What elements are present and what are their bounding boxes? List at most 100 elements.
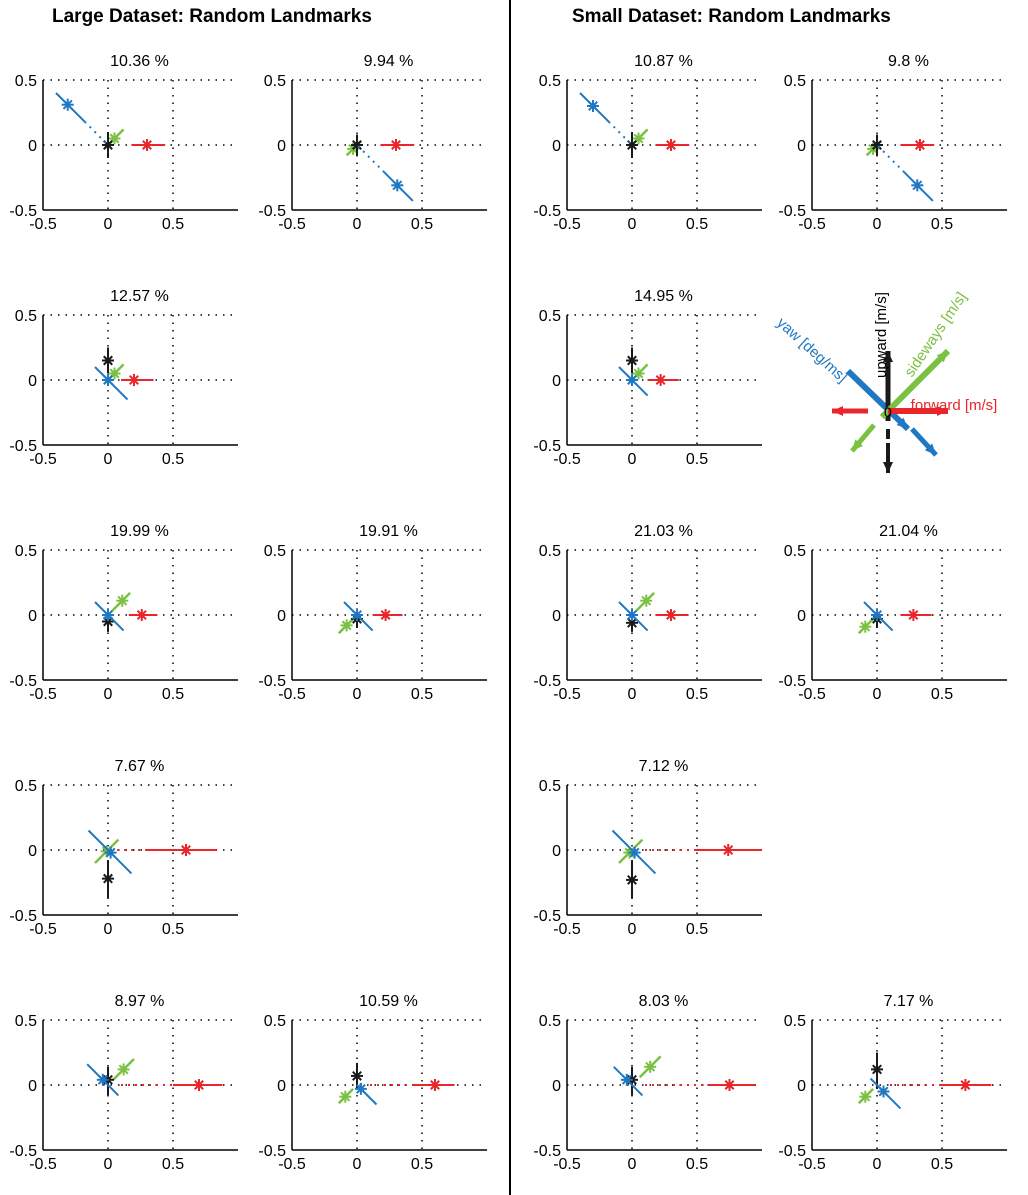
yaw-marker-stroke — [352, 610, 362, 620]
yaw-marker-stroke — [627, 375, 637, 385]
subplot-small-1-2: -0.5 0 0.5 -0.5 0 0.5 9.8 % — [778, 53, 1007, 233]
forward-marker-stroke — [391, 140, 401, 150]
subplot-title: 19.99 % — [110, 523, 169, 540]
subplot-large-3-1: -0.5 0 0.5 -0.5 0 0.5 19.99 % — [9, 523, 238, 703]
yaw-marker-stroke — [392, 180, 403, 191]
y-tick-label: 0 — [28, 843, 37, 860]
x-tick-label: 0 — [104, 216, 113, 233]
yaw-marker — [911, 179, 924, 192]
yaw-marker — [391, 179, 404, 192]
forward-marker — [665, 139, 677, 151]
subplot-title: 9.8 % — [888, 53, 929, 70]
legend-origin-label: 0 — [884, 404, 892, 420]
subplot-small-4-1: -0.5 0 0.5 -0.5 0 0.5 7.12 % — [533, 758, 762, 938]
x-tick-label: 0.5 — [411, 1156, 433, 1173]
x-tick-label: -0.5 — [29, 686, 57, 703]
upward-marker-stroke — [103, 355, 113, 366]
legend-sideways-neg-arrow-head — [852, 439, 863, 451]
sideways-marker-stroke — [117, 595, 128, 606]
upward-marker — [102, 872, 114, 885]
sideways-marker — [640, 594, 653, 607]
yaw-marker-stroke — [97, 1074, 108, 1085]
x-tick-label: -0.5 — [29, 1156, 57, 1173]
y-tick-label: -0.5 — [778, 673, 806, 690]
x-tick-label: 0.5 — [162, 921, 184, 938]
y-tick-label: 0.5 — [15, 73, 37, 90]
yaw-marker-stroke — [627, 610, 637, 620]
upward-marker-stroke — [627, 874, 637, 885]
y-tick-label: 0 — [552, 608, 561, 625]
yaw-marker — [628, 846, 641, 859]
forward-marker — [128, 374, 140, 386]
forward-marker-stroke — [142, 140, 152, 150]
x-tick-label: -0.5 — [278, 1156, 306, 1173]
subplot-title: 12.57 % — [110, 288, 169, 305]
y-tick-label: 0.5 — [784, 543, 806, 560]
x-tick-label: 0.5 — [162, 686, 184, 703]
subplot-large-1-1: -0.5 0 0.5 -0.5 0 0.5 10.36 % — [9, 53, 238, 233]
subplot-small-1-1: -0.5 0 0.5 -0.5 0 0.5 10.87 % — [533, 53, 762, 233]
sideways-marker — [859, 620, 872, 633]
forward-marker — [193, 1079, 205, 1091]
yaw-marker-stroke — [588, 101, 598, 111]
forward-marker — [665, 609, 677, 621]
legend-upward-neg-arrow-head — [883, 462, 893, 473]
y-tick-label: 0 — [552, 138, 561, 155]
x-tick-label: 0.5 — [686, 1156, 708, 1173]
forward-marker-stroke — [136, 610, 147, 620]
yaw-marker-stroke — [103, 610, 113, 620]
yaw-marker — [354, 1082, 367, 1095]
sideways-marker-stroke — [118, 1064, 129, 1075]
x-tick-label: 0.5 — [686, 451, 708, 468]
y-tick-label: -0.5 — [9, 438, 37, 455]
forward-marker — [959, 1079, 972, 1091]
forward-marker-stroke — [724, 1080, 735, 1090]
sideways-marker — [339, 1090, 352, 1103]
upward-marker — [871, 139, 883, 151]
forward-marker-stroke — [908, 610, 919, 620]
y-tick-label: 0.5 — [264, 543, 286, 560]
x-tick-label: -0.5 — [29, 921, 57, 938]
upward-marker — [626, 354, 638, 367]
upward-marker — [102, 354, 114, 367]
subplot-title: 10.59 % — [359, 993, 418, 1010]
forward-marker — [135, 609, 148, 621]
x-tick-label: 0 — [353, 1156, 362, 1173]
forward-marker — [379, 609, 392, 621]
yaw-marker-stroke — [912, 180, 923, 191]
yaw-dotted-line — [607, 120, 633, 146]
y-tick-label: 0.5 — [15, 308, 37, 325]
forward-marker-stroke — [194, 1080, 204, 1090]
x-tick-label: -0.5 — [553, 216, 581, 233]
forward-marker-stroke — [181, 845, 191, 855]
forward-marker-stroke — [666, 140, 676, 150]
upward-marker-stroke — [627, 617, 637, 628]
subplot-small-3-2: -0.5 0 0.5 -0.5 0 0.5 21.04 % — [778, 523, 1007, 703]
forward-marker — [913, 139, 926, 151]
upward-marker-stroke — [627, 355, 637, 366]
sideways-marker-stroke — [341, 620, 352, 631]
subplot-title: 9.94 % — [364, 53, 414, 70]
forward-marker-stroke — [655, 375, 666, 385]
forward-marker — [654, 374, 667, 386]
x-tick-label: -0.5 — [278, 686, 306, 703]
x-tick-label: 0.5 — [162, 451, 184, 468]
yaw-marker-stroke — [62, 99, 73, 110]
upward-marker-stroke — [352, 140, 362, 150]
y-tick-label: 0.5 — [539, 73, 561, 90]
x-tick-label: 0 — [104, 686, 113, 703]
yaw-marker — [102, 609, 114, 621]
x-tick-label: -0.5 — [798, 1156, 826, 1173]
y-tick-label: -0.5 — [778, 1143, 806, 1160]
yaw-marker — [104, 846, 117, 859]
subplot-large-2-1: -0.5 0 0.5 -0.5 0 0.5 12.57 % — [9, 288, 238, 468]
subplot-title: 21.04 % — [879, 523, 938, 540]
subplot-large-5-1: -0.5 0 0.5 -0.5 0 0.5 8.97 % — [9, 993, 238, 1173]
forward-marker-stroke — [666, 610, 676, 620]
panel-divider — [509, 0, 511, 1195]
y-tick-label: 0.5 — [15, 543, 37, 560]
y-tick-label: 0.5 — [15, 778, 37, 795]
y-tick-label: 0 — [28, 138, 37, 155]
yaw-marker — [626, 609, 638, 621]
right-heading: Small Dataset: Random Landmarks — [572, 6, 891, 27]
